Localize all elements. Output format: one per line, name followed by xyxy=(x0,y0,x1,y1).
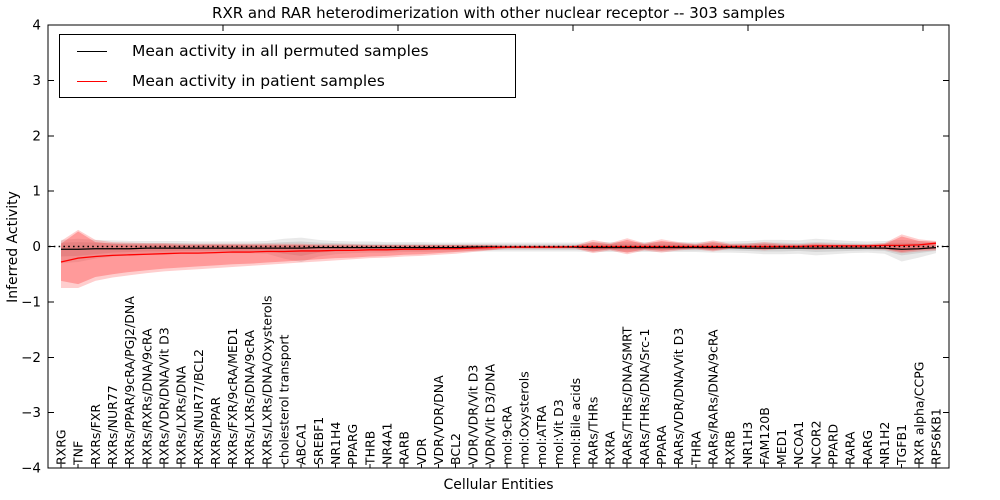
x-tick-label: NR1H4 xyxy=(328,422,343,465)
x-tick-label: NCOR2 xyxy=(808,420,823,465)
x-tick-label: mol:Vit D3 xyxy=(551,399,566,465)
x-tick-label: mol:Bile acids xyxy=(568,378,583,465)
x-tick-label: FAM120B xyxy=(757,407,772,465)
x-tick-label: RXRs/NUR77/BCL2 xyxy=(191,349,206,465)
permuted-range-inner-band xyxy=(61,241,936,257)
x-tick-label: RARG xyxy=(860,430,875,465)
x-tick-label: RPS6KB1 xyxy=(929,408,944,465)
x-tick-label: RXRG xyxy=(54,429,69,465)
x-tick-label: mol:ATRA xyxy=(534,405,549,465)
x-tick-label: TGFB1 xyxy=(894,424,909,466)
y-tick-label: −1 xyxy=(21,294,41,310)
y-tick-label: −4 xyxy=(21,461,41,477)
y-tick-label: 3 xyxy=(32,73,41,89)
y-tick-label: −3 xyxy=(21,405,41,421)
x-tick-label: RARs/VDR/DNA/Vit D3 xyxy=(671,328,686,465)
x-tick-label: RARA xyxy=(843,431,858,465)
y-tick-label: 2 xyxy=(32,128,41,144)
x-tick-label: RXRs/LXRs/DNA xyxy=(174,365,189,465)
x-tick-label: RXRA xyxy=(603,431,618,465)
x-tick-label: VDR/VDR/DNA xyxy=(431,375,446,465)
x-tick-label: RXRB xyxy=(723,430,738,465)
x-tick-label: mol:Oxysterols xyxy=(517,371,532,465)
x-tick-label: PPARD xyxy=(826,424,841,465)
y-axis-ticks: −4 −3 −2 −1 0 1 2 3 4 xyxy=(21,18,949,477)
x-tick-label: RXRs/RXRs/DNA/9cRA xyxy=(139,328,154,465)
x-tick-label: RARs/THRs/DNA/SMRT xyxy=(620,326,635,465)
x-tick-label: RXRs/PPAR/9cRA/PGJ2/DNA xyxy=(122,296,137,465)
confidence-bands xyxy=(61,229,936,289)
x-tick-label: PPARA xyxy=(654,425,669,465)
legend-item-permuted: Mean activity in all permuted samples xyxy=(60,36,515,66)
patient-mean-line xyxy=(60,242,937,263)
x-tick-label: SREBF1 xyxy=(311,417,326,465)
x-tick-label: RXRs/LXRs/DNA/Oxysterols xyxy=(259,295,274,465)
legend-item-patient: Mean activity in patient samples xyxy=(60,66,515,96)
x-tick-label: PPARG xyxy=(345,424,360,465)
x-tick-label: VDR xyxy=(414,438,429,465)
x-axis-label: Cellular Entities xyxy=(443,477,554,493)
mean-lines xyxy=(60,242,937,263)
y-axis-label: Inferred Activity xyxy=(5,191,21,303)
x-tick-label: RXRs/PPAR xyxy=(208,397,223,465)
x-tick-label: RARs/RARs/DNA/9cRA xyxy=(705,329,720,465)
x-tick-label: THRB xyxy=(362,431,377,466)
legend-label-patient: Mean activity in patient samples xyxy=(132,72,385,90)
x-tick-label: NCOA1 xyxy=(791,421,806,465)
x-tick-label: RXRs/VDR/DNA/Vit D3 xyxy=(156,327,171,465)
x-tick-label: VDR/Vit D3/DNA xyxy=(482,364,497,465)
x-tick-label: NR1H3 xyxy=(740,422,755,465)
x-tick-label: NR1H2 xyxy=(877,422,892,465)
patient-line-sample xyxy=(77,80,107,82)
x-tick-label: mol:9cRA xyxy=(500,405,515,465)
x-tick-label: TNF xyxy=(71,441,86,466)
x-tick-label: BCL2 xyxy=(448,433,463,465)
y-tick-label: 0 xyxy=(32,239,41,255)
x-tick-label: RARs/THRs xyxy=(585,397,600,465)
x-tick-label: ABCA1 xyxy=(294,423,309,465)
permuted-range-outer-band xyxy=(61,237,936,264)
x-tick-label: cholesterol transport xyxy=(277,334,292,465)
legend: Mean activity in all permuted samples Me… xyxy=(59,34,516,98)
x-tick-label: MED1 xyxy=(774,429,789,465)
x-tick-label: NR4A1 xyxy=(379,423,394,466)
legend-label-permuted: Mean activity in all permuted samples xyxy=(132,42,429,60)
x-tick-label: RXRs/FXR/9cRA/MED1 xyxy=(225,328,240,465)
x-tick-label: RXRs/NUR77 xyxy=(105,385,120,465)
permuted-line-sample xyxy=(77,50,107,52)
x-tick-label: VDR/VDR/Vit D3 xyxy=(465,365,480,465)
x-tick-label: THRA xyxy=(688,431,703,466)
x-tick-label: RXRs/LXRs/DNA/9cRA xyxy=(242,330,257,465)
y-tick-label: −2 xyxy=(21,350,41,366)
patient-range-outer-band xyxy=(61,229,936,289)
chart-title: RXR and RAR heterodimerization with othe… xyxy=(212,4,785,22)
y-tick-label: 4 xyxy=(32,18,41,34)
x-tick-label: RARs/THRs/DNA/Src-1 xyxy=(637,329,652,465)
x-tick-label: RXRs/FXR xyxy=(88,404,103,465)
patient-range-inner-band xyxy=(61,231,936,285)
top-axis-ticks xyxy=(222,25,924,31)
x-tick-label: RARB xyxy=(397,431,412,465)
x-axis-ticks-and-labels: RXRG TNF RXRs/FXR RXRs/NUR77 RXRs/PPAR/9cRA/… xyxy=(54,295,944,468)
x-tick-label: RXR alpha/CCPG xyxy=(911,362,926,465)
y-tick-label: 1 xyxy=(32,184,41,200)
